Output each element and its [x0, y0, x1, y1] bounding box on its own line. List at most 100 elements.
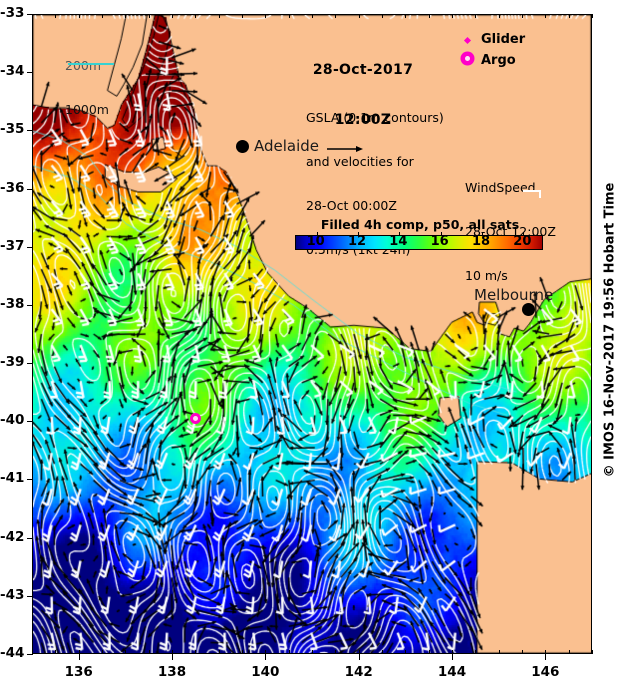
- velocity-scale-arrow-icon: [327, 146, 363, 152]
- overlay-vectors-canvas: [33, 15, 591, 653]
- colorbar-tick-mark: [523, 232, 525, 236]
- colorbar-tick-mark: [358, 232, 359, 236]
- minor-tick-mark: [32, 14, 33, 18]
- credit-text: © IMOS 16-Nov-2017 19:56 Hobart Time: [602, 182, 618, 478]
- minor-tick-mark: [32, 650, 33, 654]
- minor-tick-mark: [382, 650, 383, 654]
- minor-tick-mark: [172, 650, 173, 654]
- minor-tick-mark: [242, 14, 243, 18]
- depth-label-1000m: 1000m: [65, 101, 109, 117]
- y-tick-label: -42: [0, 528, 25, 545]
- colorbar-tick-label: 10: [306, 234, 325, 249]
- minor-tick-mark: [592, 14, 593, 18]
- minor-tick-mark: [288, 14, 290, 18]
- y-tick-label: -43: [0, 586, 25, 603]
- minor-tick-mark: [172, 14, 173, 18]
- minor-tick-mark: [568, 14, 570, 18]
- credit-block: © IMOS 16-Nov-2017 19:56 Hobart Time: [596, 0, 624, 660]
- colorbar-tick-label: 14: [389, 234, 408, 249]
- y-tick-mark: [27, 479, 33, 481]
- x-tick-mark: [545, 654, 547, 660]
- minor-tick-mark: [218, 650, 220, 654]
- adelaide-dot-icon: [236, 140, 249, 153]
- minor-tick-mark: [335, 650, 337, 654]
- x-tick-label: 138: [157, 664, 187, 680]
- gsla-line-1: GSLA (0.1m contours): [306, 109, 444, 125]
- minor-tick-mark: [102, 650, 103, 654]
- gsla-line-2: and velocities for: [306, 153, 414, 169]
- colorbar-tick-label: 12: [347, 234, 367, 249]
- minor-tick-mark: [312, 14, 313, 18]
- y-tick-label: -39: [0, 354, 25, 371]
- map-title: 28-Oct-2017 12:00Z: [278, 29, 448, 161]
- platform-legend: Glider Argo: [458, 29, 525, 71]
- argo-float-marker[interactable]: [190, 413, 201, 424]
- minor-tick-mark: [148, 14, 150, 18]
- minor-tick-mark: [568, 650, 570, 654]
- colorbar-tick-mark: [482, 232, 483, 236]
- y-tick-mark: [27, 537, 33, 539]
- minor-tick-mark: [195, 14, 197, 18]
- y-tick-label: -37: [0, 237, 25, 254]
- minor-tick-mark: [545, 14, 547, 18]
- minor-tick-mark: [522, 14, 523, 18]
- legend-item-glider: Glider: [458, 29, 525, 50]
- colorbar-gradient[interactable]: [295, 232, 543, 250]
- minor-tick-mark: [452, 650, 453, 654]
- minor-tick-mark: [428, 650, 430, 654]
- y-tick-mark: [27, 363, 33, 365]
- legend-label-glider: Glider: [481, 32, 526, 47]
- y-tick-mark: [27, 304, 33, 306]
- y-tick-mark: [27, 14, 33, 15]
- sst-colorbar: Filled 4h comp, p50, all sats 10 12 14 16 18…: [295, 217, 545, 250]
- minor-tick-mark: [242, 650, 243, 654]
- minor-tick-mark: [498, 650, 500, 654]
- minor-tick-mark: [498, 14, 500, 18]
- y-tick-label: -38: [0, 295, 25, 312]
- y-tick-mark: [27, 654, 33, 655]
- minor-tick-mark: [125, 14, 127, 18]
- y-tick-label: -40: [0, 412, 25, 429]
- x-tick-mark: [358, 654, 360, 660]
- colorbar-title: Filled 4h comp, p50, all sats: [320, 217, 520, 232]
- colorbar-tick-label: 18: [471, 234, 491, 249]
- minor-tick-mark: [522, 650, 523, 654]
- bathymetry-scale-legend: 200m 1000m: [65, 29, 109, 147]
- y-tick-mark: [27, 246, 33, 248]
- y-tick-mark: [27, 130, 33, 132]
- minor-tick-mark: [102, 14, 103, 18]
- minor-tick-mark: [265, 650, 267, 654]
- minor-tick-mark: [428, 14, 430, 18]
- x-tick-mark: [78, 654, 80, 660]
- argo-marker-icon: [458, 53, 476, 68]
- y-tick-mark: [27, 188, 33, 190]
- colorbar-tick-mark: [316, 232, 318, 236]
- minor-tick-mark: [358, 650, 360, 654]
- melbourne-label: Melbourne: [474, 286, 554, 304]
- bathymetry-scale-rule: [68, 63, 114, 65]
- gsla-annotation: GSLA (0.1m contours) and velocities for …: [306, 81, 444, 288]
- minor-tick-mark: [265, 14, 267, 18]
- x-tick-label: 146: [531, 664, 560, 680]
- glider-marker-icon: [458, 32, 476, 47]
- x-tick-label: 142: [344, 664, 373, 680]
- minor-tick-mark: [55, 14, 57, 18]
- minor-tick-mark: [452, 14, 453, 18]
- minor-tick-mark: [358, 14, 360, 18]
- x-tick-mark: [452, 654, 453, 660]
- minor-tick-mark: [312, 650, 313, 654]
- minor-tick-mark: [545, 650, 547, 654]
- colorbar-tick-label: 20: [513, 234, 532, 249]
- adelaide-label: Adelaide: [254, 137, 320, 155]
- y-tick-label: -36: [0, 179, 25, 196]
- y-tick-label: -35: [0, 121, 25, 138]
- wind-line-3: 10 m/s: [465, 268, 508, 283]
- x-tick-label: 140: [251, 664, 280, 680]
- map-plot-area[interactable]: 200m 1000m 28-Oct-2017 12:00Z GSLA (0.1m…: [32, 14, 592, 654]
- colorbar-tick-mark: [399, 232, 401, 236]
- windspeed-annotation: WindSpeed 28-Oct 12:00Z 10 m/s: [465, 151, 556, 313]
- minor-tick-mark: [335, 14, 337, 18]
- minor-tick-mark: [55, 650, 57, 654]
- minor-tick-mark: [382, 14, 383, 18]
